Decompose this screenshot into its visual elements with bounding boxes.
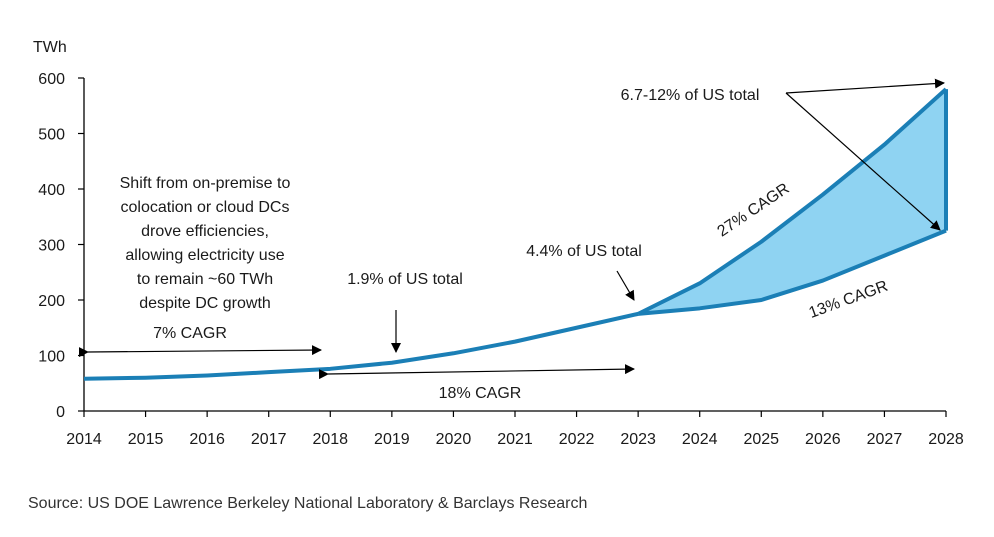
series-line-historical bbox=[83, 311, 639, 381]
x-tick-label: 2023 bbox=[620, 431, 656, 448]
chart: TWh 0 100 200 300 400 500 600 2014 2015 2016 2017 20… bbox=[33, 39, 964, 448]
x-tick-label: 2020 bbox=[436, 431, 472, 448]
note-line: Shift from on-premise to bbox=[120, 175, 291, 192]
x-tick-label: 2022 bbox=[559, 431, 595, 448]
note-line: to remain ~60 TWh bbox=[137, 271, 273, 288]
y-tick-label: 300 bbox=[38, 238, 65, 255]
note-line: despite DC growth bbox=[139, 295, 271, 312]
series-line-low bbox=[637, 228, 947, 316]
cagr-18-label: 18% CAGR bbox=[439, 385, 522, 402]
source-note: Source: US DOE Lawrence Berkeley Nationa… bbox=[28, 495, 588, 512]
cagr-7-label: 7% CAGR bbox=[153, 325, 227, 342]
cagr-13-label: 13% CAGR bbox=[807, 278, 891, 322]
y-axis-label: TWh bbox=[33, 39, 67, 56]
x-tick-label: 2019 bbox=[374, 431, 410, 448]
y-tick-label: 100 bbox=[38, 349, 65, 366]
x-tick-label: 2016 bbox=[189, 431, 225, 448]
us-2028-arrow-high bbox=[785, 78, 945, 94]
x-tick-label: 2014 bbox=[66, 431, 102, 448]
x-tick-label: 2024 bbox=[682, 431, 718, 448]
x-tick-label: 2028 bbox=[928, 431, 964, 448]
x-tick-label: 2025 bbox=[743, 431, 779, 448]
x-tick-label: 2018 bbox=[312, 431, 348, 448]
cagr-18-arrow bbox=[318, 364, 635, 380]
us-2028-arrow-low bbox=[785, 92, 941, 231]
y-tick-label: 500 bbox=[38, 127, 65, 144]
note-line: colocation or cloud DCs bbox=[121, 199, 290, 216]
x-tick-label: 2021 bbox=[497, 431, 533, 448]
us-2019-label: 1.9% of US total bbox=[347, 271, 463, 288]
cagr-7-arrow bbox=[78, 345, 322, 358]
us-2023-arrow bbox=[616, 270, 635, 301]
y-tick-label: 600 bbox=[38, 71, 65, 88]
x-tick-label: 2026 bbox=[805, 431, 841, 448]
x-tick-label: 2017 bbox=[251, 431, 287, 448]
scenario-band bbox=[638, 89, 946, 314]
series-line-high bbox=[637, 87, 948, 316]
note-line: drove efficiencies, bbox=[141, 223, 269, 240]
us-2028-label: 6.7-12% of US total bbox=[621, 87, 760, 104]
x-tick-label: 2027 bbox=[867, 431, 903, 448]
us-2023-label: 4.4% of US total bbox=[526, 243, 642, 260]
y-tick-label: 0 bbox=[56, 404, 65, 421]
note-line: allowing electricity use bbox=[125, 247, 284, 264]
x-tick-label: 2015 bbox=[128, 431, 164, 448]
plot-area: TWh 0 100 200 300 400 500 600 2014 2015 2016 2017 20… bbox=[33, 39, 964, 448]
y-tick-label: 200 bbox=[38, 293, 65, 310]
y-tick-label: 400 bbox=[38, 182, 65, 199]
